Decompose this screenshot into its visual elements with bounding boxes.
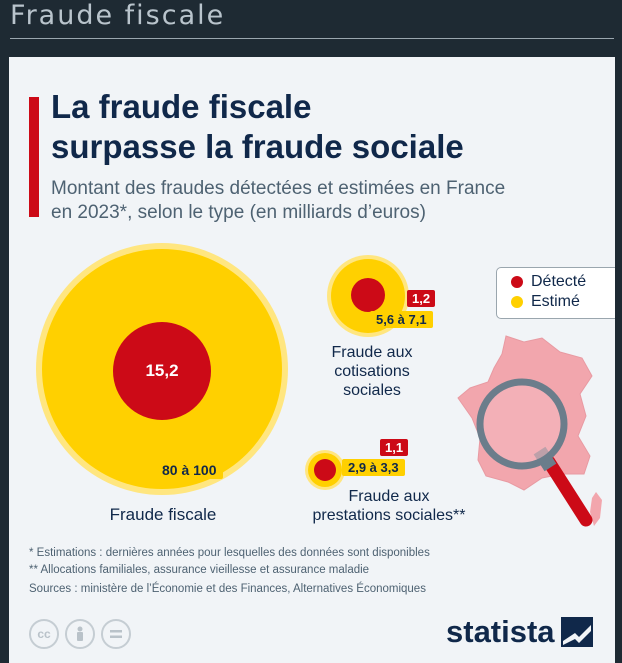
headline-line-1: La fraude fiscale: [51, 88, 312, 125]
headline-accent-bar: [29, 97, 39, 217]
window-title: Fraude fiscale: [10, 0, 226, 31]
corsica-shape: [590, 492, 602, 526]
statista-logo-icon: [560, 617, 593, 647]
france-magnifier-illustration: [457, 335, 602, 527]
infographic-card: La fraude fiscale surpasse la fraude soc…: [9, 57, 615, 663]
fiscal-category-label: Fraude fiscale: [109, 505, 217, 524]
magnifier-handle: [542, 455, 593, 527]
prestations-detected-value: 1,1: [380, 439, 409, 456]
subtitle-line-1: Montant des fraudes détectées et estimée…: [51, 178, 506, 199]
subtitle: Montant des fraudes détectées et estimée…: [51, 177, 505, 225]
cotisations-estimated-value: 5,6 à 7,1: [370, 311, 433, 328]
legend: Détecté Estimé: [496, 267, 615, 319]
prestations-estimated-value: 2,9 à 3,3: [342, 459, 405, 476]
license-icons: cc: [29, 619, 131, 649]
cotisations-label-line-1: Fraude aux: [331, 344, 413, 361]
legend-item-estimated: Estimé: [511, 293, 580, 311]
fiscal-detected-value: 15,2: [145, 361, 179, 380]
subtitle-line-2: en 2023*, selon le type (en milliards d’…: [51, 202, 426, 223]
prestations-category-label: Fraude aux prestations sociales**: [289, 487, 489, 525]
magnifier-lens: [476, 378, 568, 470]
cotisations-category-label: Fraude aux cotisations sociales: [304, 343, 440, 400]
title-divider: [10, 38, 614, 39]
legend-estimated-swatch: [511, 296, 523, 308]
prestations-detected-bubble: [314, 459, 336, 481]
prestations-label-line-2: prestations sociales**: [312, 507, 466, 524]
legend-item-detected: Détecté: [511, 273, 586, 291]
no-derivatives-icon[interactable]: [101, 619, 131, 649]
statista-logo[interactable]: statista: [446, 614, 593, 650]
legend-detected-swatch: [511, 276, 523, 288]
cotisations-detected-bubble: [351, 278, 385, 312]
footnote-sources: Sources : ministère de l’Économie et des…: [29, 583, 426, 595]
cotisations-label-line-3: sociales: [343, 382, 401, 399]
fiscal-estimated-value: 80 à 100: [156, 461, 223, 479]
headline-line-2: surpasse la fraude sociale: [51, 128, 464, 165]
cc-icon[interactable]: cc: [29, 619, 59, 649]
cotisations-label-line-2: cotisations: [334, 363, 410, 380]
fiscal-detected-bubble: [113, 322, 211, 420]
legend-estimated-label: Estimé: [531, 293, 580, 310]
headline: La fraude fiscale surpasse la fraude soc…: [51, 87, 464, 167]
brand-name: statista: [446, 614, 555, 649]
cotisations-detected-value: 1,2: [407, 290, 436, 307]
legend-detected-label: Détecté: [531, 273, 587, 290]
footnote-estimations: * Estimations : dernières années pour le…: [29, 547, 430, 559]
prestations-label-line-1: Fraude aux: [348, 488, 430, 505]
footnote-allocations: ** Allocations familiales, assurance vie…: [29, 564, 370, 576]
attribution-icon[interactable]: [65, 619, 95, 649]
